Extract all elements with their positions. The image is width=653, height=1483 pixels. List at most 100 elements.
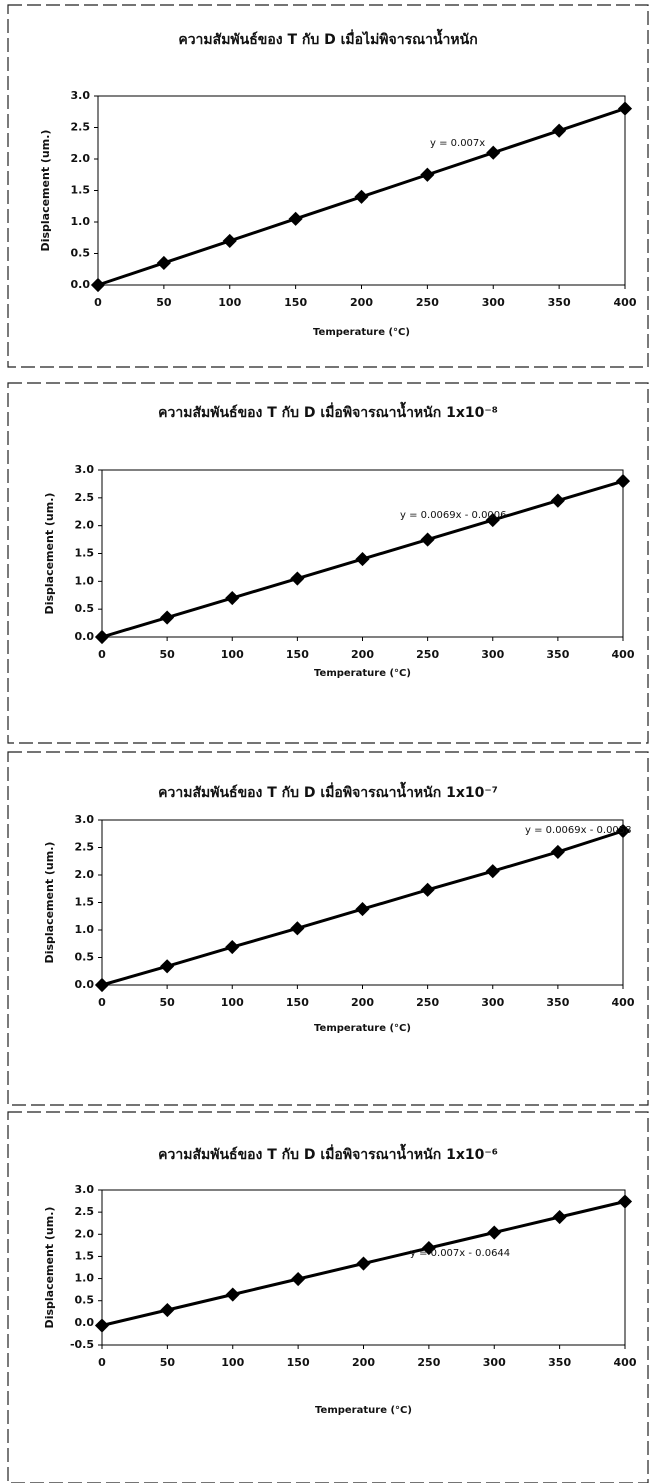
x-tick-label: 100 (218, 296, 241, 309)
x-axis-label: Temperature (°C) (314, 1023, 411, 1034)
data-point (421, 883, 435, 897)
x-tick-label: 0 (98, 996, 106, 1009)
x-tick-label: 0 (98, 1356, 106, 1369)
data-point (95, 1318, 109, 1332)
y-tick-label: 3.0 (75, 1183, 95, 1196)
y-tick-label: 1.5 (75, 1249, 95, 1262)
y-tick-label: 0.5 (75, 951, 95, 964)
y-tick-label: 1.0 (75, 1272, 95, 1285)
x-tick-label: 300 (481, 996, 504, 1009)
y-tick-label: 0.0 (75, 1316, 95, 1329)
y-tick-label: 3.0 (75, 813, 95, 826)
x-tick-label: 300 (482, 296, 505, 309)
page: ความสัมพันธ์ของ T กับ D เมื่อไม่พิจารณาน… (0, 0, 653, 1483)
y-tick-label: 0.5 (71, 247, 91, 260)
y-tick-label: 2.0 (75, 868, 95, 881)
x-tick-label: 250 (416, 648, 439, 661)
y-tick-label: 3.0 (71, 89, 91, 102)
y-tick-label: 1.0 (71, 215, 91, 228)
y-tick-label: 0.0 (75, 630, 95, 643)
x-tick-label: 100 (221, 648, 244, 661)
data-point (618, 102, 632, 116)
chart-frame (8, 383, 648, 743)
x-tick-label: 50 (156, 296, 172, 309)
y-axis-label: Displacement (um.) (43, 493, 56, 615)
y-tick-label: 1.0 (75, 923, 95, 936)
x-tick-label: 400 (612, 996, 635, 1009)
data-point (225, 591, 239, 605)
y-tick-label: 0.5 (75, 602, 95, 615)
x-axis-label: Temperature (°C) (314, 668, 411, 679)
data-point (355, 552, 369, 566)
x-tick-label: 400 (612, 648, 635, 661)
x-tick-label: 150 (286, 996, 309, 1009)
x-tick-label: 0 (94, 296, 102, 309)
trendline-equation: y = 0.007x (430, 138, 485, 149)
trendline-equation: y = 0.007x - 0.0644 (410, 1248, 510, 1259)
data-point (95, 978, 109, 992)
chart-frame (8, 5, 648, 367)
x-tick-label: 50 (159, 648, 175, 661)
data-point (226, 1287, 240, 1301)
data-point (616, 474, 630, 488)
data-point (160, 959, 174, 973)
x-tick-label: 100 (221, 996, 244, 1009)
data-point (618, 1194, 632, 1208)
y-axis-label: Displacement (um.) (39, 130, 52, 252)
x-tick-label: 350 (546, 996, 569, 1009)
y-tick-label: 1.5 (75, 547, 95, 560)
data-point (551, 494, 565, 508)
y-tick-label: 2.5 (75, 841, 95, 854)
data-point (95, 630, 109, 644)
y-tick-label: 2.5 (71, 121, 91, 134)
chart-title: ความสัมพันธ์ของ T กับ D เมื่อพิจารณาน้ำห… (158, 401, 498, 421)
y-tick-label: 2.5 (75, 1205, 95, 1218)
data-point (289, 212, 303, 226)
x-tick-label: 350 (546, 648, 569, 661)
chart-title: ความสัมพันธ์ของ T กับ D เมื่อพิจารณาน้ำห… (158, 1143, 498, 1163)
x-tick-label: 50 (159, 996, 175, 1009)
y-tick-label: 1.0 (75, 574, 95, 587)
x-tick-label: 250 (417, 1356, 440, 1369)
data-point (157, 256, 171, 270)
y-axis-label: Displacement (um.) (43, 1207, 56, 1329)
y-tick-label: 2.0 (71, 152, 91, 165)
y-tick-label: 2.0 (75, 519, 95, 532)
x-tick-label: 50 (160, 1356, 176, 1369)
y-tick-label: 2.0 (75, 1227, 95, 1240)
x-tick-label: 300 (481, 648, 504, 661)
data-point (354, 190, 368, 204)
data-point (160, 1303, 174, 1317)
x-tick-label: 200 (351, 648, 374, 661)
x-axis-label: Temperature (°C) (313, 327, 410, 338)
y-tick-label: 1.5 (75, 896, 95, 909)
x-tick-label: 350 (548, 1356, 571, 1369)
y-tick-label: 0.0 (75, 978, 95, 991)
data-point (355, 902, 369, 916)
data-point (421, 533, 435, 547)
x-axis-label: Temperature (°C) (315, 1405, 412, 1416)
y-tick-label: 3.0 (75, 463, 95, 476)
x-tick-label: 200 (352, 1356, 375, 1369)
y-tick-label: 0.5 (75, 1294, 95, 1307)
x-tick-label: 200 (350, 296, 373, 309)
data-point (486, 864, 500, 878)
data-point (486, 146, 500, 160)
data-point (356, 1256, 370, 1270)
data-point (551, 845, 565, 859)
data-point (290, 921, 304, 935)
data-point (553, 1210, 567, 1224)
data-point (225, 940, 239, 954)
x-tick-label: 150 (287, 1356, 310, 1369)
data-point (420, 168, 434, 182)
data-point (160, 610, 174, 624)
y-tick-label: 2.5 (75, 491, 95, 504)
data-point (291, 1272, 305, 1286)
data-point (290, 571, 304, 585)
x-tick-label: 0 (98, 648, 106, 661)
trendline-equation: y = 0.0069x - 0.0058 (525, 825, 632, 836)
x-tick-label: 400 (614, 1356, 637, 1369)
x-tick-label: 400 (614, 296, 637, 309)
x-tick-label: 250 (416, 296, 439, 309)
x-tick-label: 150 (284, 296, 307, 309)
